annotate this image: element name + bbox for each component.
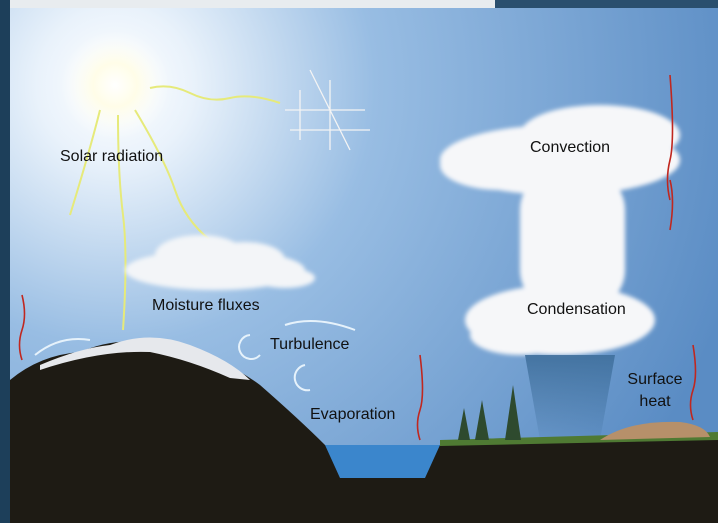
ground xyxy=(10,341,718,523)
moisture-fluxes-label: Moisture fluxes xyxy=(152,297,260,314)
sun xyxy=(60,30,170,140)
left-border xyxy=(0,0,10,523)
condensation-label: Condensation xyxy=(527,301,626,318)
evaporation-label: Evaporation xyxy=(310,406,395,423)
solar-rays xyxy=(69,85,281,331)
small-cloud xyxy=(125,235,315,290)
surface-heat-label: heat xyxy=(639,393,671,410)
trees xyxy=(458,385,521,440)
top-strip xyxy=(495,0,718,8)
rain xyxy=(525,355,615,440)
lake xyxy=(325,445,440,478)
rocks xyxy=(600,421,710,440)
turbulence-label: Turbulence xyxy=(270,336,350,353)
surface-heat-label: Surface xyxy=(627,371,682,388)
solar-radiation-label: Solar radiation xyxy=(60,148,163,165)
convection-cloud xyxy=(440,105,680,355)
molecules xyxy=(285,69,370,151)
snow xyxy=(40,337,250,380)
heat-arrows xyxy=(18,74,697,441)
convection-label: Convection xyxy=(530,139,610,156)
flow-arrows xyxy=(34,320,356,392)
